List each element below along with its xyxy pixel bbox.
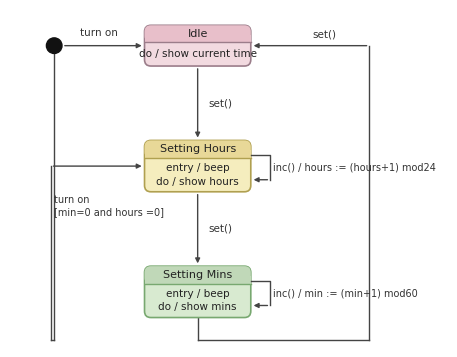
Text: turn on
[min=0 and hours =0]: turn on [min=0 and hours =0] xyxy=(54,195,164,217)
FancyBboxPatch shape xyxy=(144,266,251,317)
Circle shape xyxy=(47,38,62,54)
Text: set(): set() xyxy=(208,98,232,108)
FancyBboxPatch shape xyxy=(144,140,251,192)
FancyBboxPatch shape xyxy=(144,266,251,284)
Text: Idle: Idle xyxy=(187,29,208,39)
Text: set(): set() xyxy=(312,29,336,39)
Text: turn on: turn on xyxy=(80,28,118,38)
Bar xyxy=(144,276,251,284)
FancyBboxPatch shape xyxy=(144,25,251,66)
Text: entry / beep
do / show hours: entry / beep do / show hours xyxy=(156,164,239,187)
Text: set(): set() xyxy=(208,224,232,234)
Text: do / show current time: do / show current time xyxy=(138,49,257,59)
Bar xyxy=(144,150,251,159)
Text: Setting Mins: Setting Mins xyxy=(163,270,232,280)
FancyBboxPatch shape xyxy=(144,25,251,42)
Text: Setting Hours: Setting Hours xyxy=(159,145,236,155)
FancyBboxPatch shape xyxy=(144,140,251,159)
Text: inc() / min := (min+1) mod60: inc() / min := (min+1) mod60 xyxy=(273,288,418,298)
Text: entry / beep
do / show mins: entry / beep do / show mins xyxy=(159,289,237,312)
Bar xyxy=(144,35,251,42)
Text: inc() / hours := (hours+1) mod24: inc() / hours := (hours+1) mod24 xyxy=(273,162,436,172)
